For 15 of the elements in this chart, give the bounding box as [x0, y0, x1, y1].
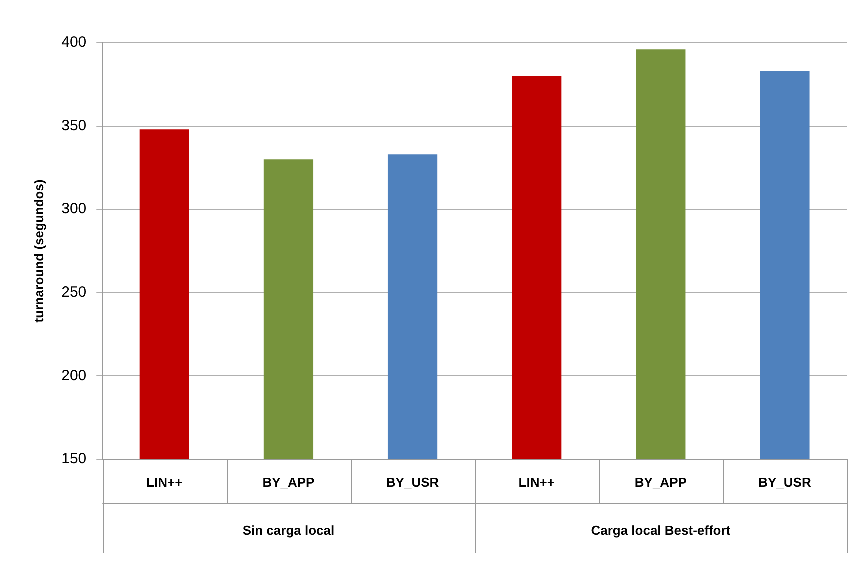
y-axis-title: turnaround (segundos): [31, 180, 46, 323]
text: Sin carga local: [242, 522, 335, 538]
y-tick-label: 400: [62, 34, 87, 52]
x-tick-label: LIN++: [146, 474, 184, 490]
text: Carga local Best-effort: [591, 522, 732, 538]
y-tick-label: 200: [62, 367, 87, 384]
x-tick-label: BY_APP: [634, 474, 688, 490]
y-tick-label: 300: [62, 200, 87, 218]
x-tick-label: BY_USR: [386, 474, 440, 490]
x-tick-label: BY_USR: [758, 474, 812, 490]
y-tick-label: 350: [62, 117, 87, 134]
x-tick-label: LIN++: [518, 474, 556, 490]
y-tick-label: 250: [62, 284, 87, 301]
x-tick-label: BY_APP: [262, 474, 316, 490]
y-tick-label: 150: [62, 450, 87, 468]
